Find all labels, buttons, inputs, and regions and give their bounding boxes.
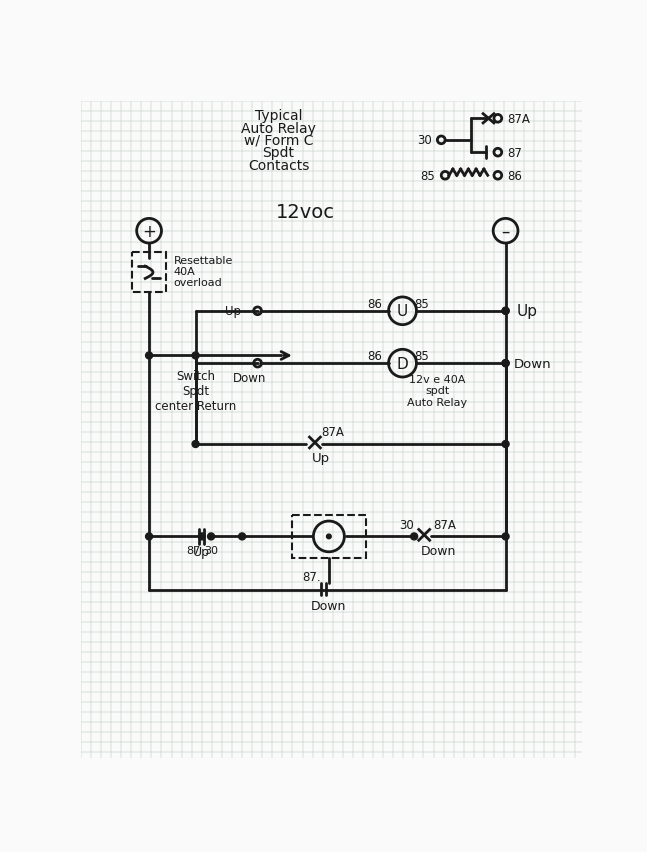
Text: 87A: 87A xyxy=(507,112,530,125)
Circle shape xyxy=(198,533,205,540)
Text: 30: 30 xyxy=(204,545,218,556)
Text: D: D xyxy=(397,356,408,371)
Text: 87A: 87A xyxy=(322,426,344,439)
Text: 85: 85 xyxy=(415,297,429,310)
Text: Auto Relay: Auto Relay xyxy=(241,121,316,135)
Circle shape xyxy=(146,353,153,360)
Circle shape xyxy=(192,441,199,448)
Circle shape xyxy=(502,360,509,367)
Text: w/ Form C: w/ Form C xyxy=(244,134,313,147)
Text: Switch
Spdt
center Return: Switch Spdt center Return xyxy=(155,369,236,412)
Circle shape xyxy=(502,360,509,367)
Circle shape xyxy=(502,308,509,315)
Text: 12voc: 12voc xyxy=(276,203,335,222)
Bar xyxy=(132,253,166,293)
Text: 12v e 40A
spdt
Auto Relay: 12v e 40A spdt Auto Relay xyxy=(408,374,467,407)
Text: Up: Up xyxy=(193,545,210,559)
Circle shape xyxy=(208,533,215,540)
Text: Down: Down xyxy=(233,371,267,384)
Text: Down: Down xyxy=(514,357,551,371)
Circle shape xyxy=(411,533,417,540)
Text: Spdt: Spdt xyxy=(263,146,294,160)
Circle shape xyxy=(502,441,509,448)
Text: 85: 85 xyxy=(421,170,435,182)
Text: Contacts: Contacts xyxy=(248,158,309,172)
Text: 86: 86 xyxy=(367,349,382,363)
Text: 87: 87 xyxy=(186,545,201,556)
Text: 85: 85 xyxy=(415,349,429,363)
Text: Up: Up xyxy=(312,452,330,465)
Bar xyxy=(292,515,366,558)
Text: 86: 86 xyxy=(507,170,522,182)
Circle shape xyxy=(239,533,246,540)
Text: 30: 30 xyxy=(399,518,413,531)
Text: Resettable: Resettable xyxy=(174,256,234,266)
Text: U: U xyxy=(397,304,408,319)
Text: Down: Down xyxy=(311,600,347,613)
Text: –: – xyxy=(501,222,510,240)
Circle shape xyxy=(192,353,199,360)
Text: 87.: 87. xyxy=(303,570,321,584)
Text: +: + xyxy=(142,222,156,240)
Text: 86: 86 xyxy=(367,297,382,310)
Circle shape xyxy=(146,533,153,540)
Text: 87: 87 xyxy=(507,147,522,159)
Text: 30: 30 xyxy=(417,135,432,147)
Text: Up: Up xyxy=(517,304,538,319)
Circle shape xyxy=(502,308,509,315)
Text: Up: Up xyxy=(225,305,241,318)
Circle shape xyxy=(327,534,331,539)
Text: Down: Down xyxy=(421,544,457,557)
Text: overload: overload xyxy=(174,277,223,287)
Text: Typical: Typical xyxy=(255,109,302,123)
Text: 87A: 87A xyxy=(433,518,457,531)
Circle shape xyxy=(502,533,509,540)
Text: 40A: 40A xyxy=(174,267,195,276)
